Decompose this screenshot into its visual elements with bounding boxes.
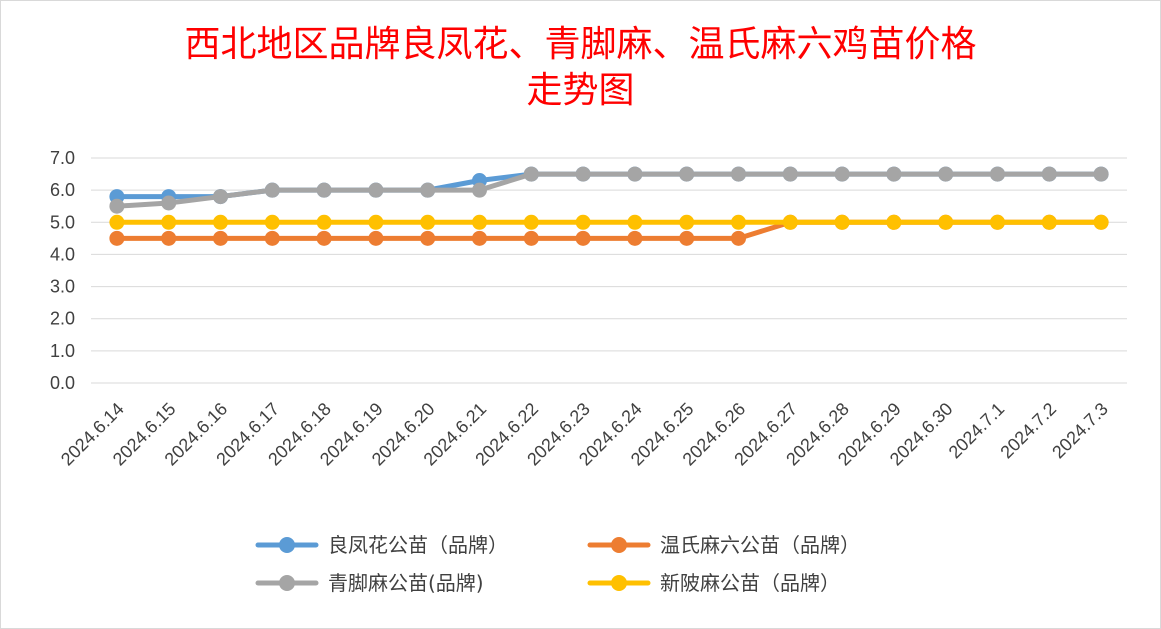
data-point [938, 166, 954, 182]
data-point [782, 166, 798, 182]
data-point [627, 166, 643, 182]
data-point [1041, 214, 1057, 230]
chart-title-line2: 走势图 [526, 70, 635, 111]
data-point [161, 195, 177, 211]
legend-label: 新陂麻公苗（品牌） [660, 571, 840, 595]
data-point [834, 166, 850, 182]
y-tick-label: 5.0 [50, 212, 75, 232]
series-2 [109, 166, 1109, 214]
legend: 良凤花公苗（品牌） 温氏麻六公苗（品牌） 青脚麻公苗(品牌) 新陂麻公苗（品牌） [255, 533, 860, 595]
data-point [420, 230, 436, 246]
data-point [213, 189, 228, 205]
legend-swatch-marker [611, 537, 627, 553]
data-point [213, 214, 228, 230]
legend-item[interactable]: 良凤花公苗（品牌） [255, 533, 508, 557]
data-point [627, 214, 643, 230]
data-point [368, 214, 384, 230]
data-point [420, 214, 436, 230]
data-point [731, 214, 746, 230]
legend-swatch-marker [279, 575, 295, 591]
data-point [990, 214, 1005, 230]
y-tick-label: 0.0 [50, 373, 75, 393]
data-point [368, 182, 384, 198]
data-point [264, 182, 280, 198]
data-point [679, 230, 695, 246]
legend-label: 温氏麻六公苗（品牌） [660, 533, 860, 557]
data-point [575, 214, 591, 230]
legend-item[interactable]: 青脚麻公苗(品牌) [255, 571, 484, 595]
data-point [731, 166, 746, 182]
y-tick-label: 3.0 [50, 277, 75, 297]
data-point [575, 166, 591, 182]
series-lines [109, 166, 1109, 246]
data-point [316, 230, 332, 246]
data-point [264, 230, 280, 246]
data-point [1093, 214, 1109, 230]
data-point [109, 198, 125, 214]
data-point [1041, 166, 1057, 182]
data-point [109, 230, 125, 246]
y-tick-label: 7.0 [50, 148, 75, 168]
legend-item[interactable]: 温氏麻六公苗（品牌） [587, 533, 860, 557]
x-tick-label: 2024.7.1 [945, 399, 1009, 463]
chart-title: 西北地区品牌良凤花、青脚麻、温氏麻六鸡苗价格 走势图 [0, 22, 1161, 114]
data-point [420, 182, 436, 198]
legend-label: 良凤花公苗（品牌） [328, 533, 508, 557]
data-point [679, 166, 695, 182]
data-point [834, 214, 850, 230]
y-tick-label: 4.0 [50, 244, 75, 264]
data-point [679, 214, 695, 230]
data-point [109, 214, 125, 230]
x-tick-label: 2024.7.2 [996, 399, 1060, 463]
data-point [213, 230, 228, 246]
data-point [472, 230, 487, 246]
data-point [886, 214, 902, 230]
y-axis-ticks: 0.0 1.0 2.0 3.0 4.0 5.0 6.0 7.0 [50, 148, 75, 393]
legend-swatch-marker [279, 537, 295, 553]
data-point [316, 214, 332, 230]
legend-label: 青脚麻公苗(品牌) [328, 571, 484, 595]
data-point [990, 166, 1005, 182]
data-point [161, 214, 177, 230]
data-point [886, 166, 902, 182]
data-point [1093, 166, 1109, 182]
data-point [575, 230, 591, 246]
data-point [627, 230, 643, 246]
data-point [731, 230, 746, 246]
data-point [523, 230, 539, 246]
y-tick-label: 1.0 [50, 341, 75, 361]
legend-item[interactable]: 新陂麻公苗（品牌） [587, 571, 840, 595]
data-point [782, 214, 798, 230]
y-tick-label: 2.0 [50, 309, 75, 329]
x-axis-ticks: 2024.6.142024.6.152024.6.162024.6.172024… [57, 399, 1112, 470]
data-point [523, 166, 539, 182]
series-3 [109, 214, 1109, 230]
data-point [316, 182, 332, 198]
y-tick-label: 6.0 [50, 180, 75, 200]
data-point [523, 214, 539, 230]
chart-title-line1: 西北地区品牌良凤花、青脚麻、温氏麻六鸡苗价格 [184, 24, 977, 65]
legend-swatch-marker [611, 575, 627, 591]
x-tick-label: 2024.7.3 [1048, 399, 1112, 463]
data-point [472, 182, 487, 198]
data-point [938, 214, 954, 230]
data-point [472, 214, 487, 230]
data-point [368, 230, 384, 246]
series-line [114, 171, 1104, 209]
data-point [264, 214, 280, 230]
series-1 [109, 214, 1109, 246]
data-point [161, 230, 177, 246]
